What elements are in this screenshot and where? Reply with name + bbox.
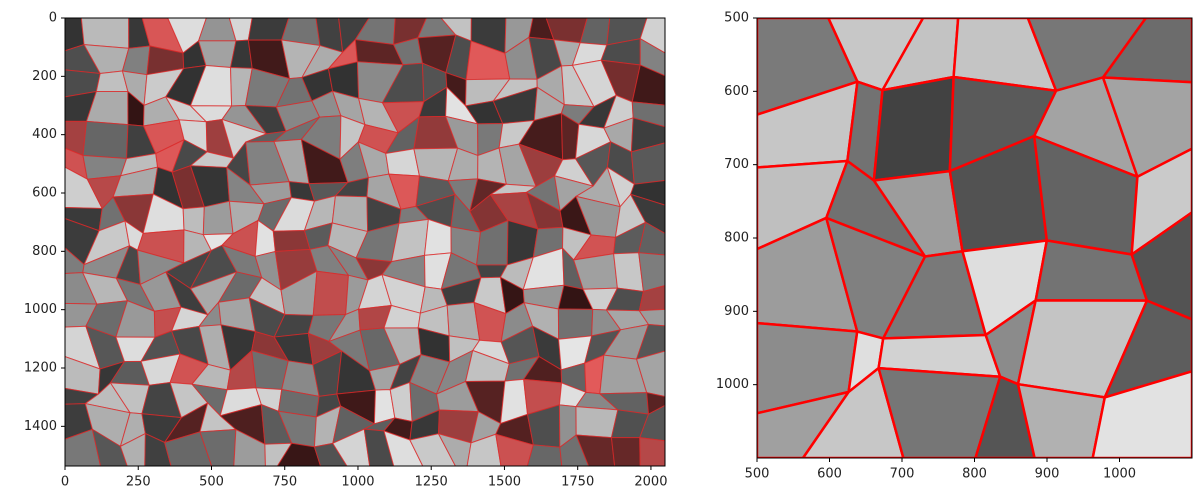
x-tick-label: 1000 bbox=[341, 475, 374, 490]
y-tick-label: 1400 bbox=[24, 419, 57, 434]
y-tick-label: 900 bbox=[724, 304, 749, 319]
grain bbox=[576, 407, 618, 438]
grain bbox=[611, 438, 640, 466]
x-tick-label: 1250 bbox=[415, 475, 448, 490]
grain bbox=[558, 309, 592, 339]
x-tick-label: 250 bbox=[126, 475, 151, 490]
grain bbox=[639, 253, 665, 292]
grain bbox=[313, 271, 348, 315]
y-tick-label: 800 bbox=[32, 244, 57, 259]
micrograph bbox=[65, 18, 665, 466]
x-tick-label: 500 bbox=[745, 467, 770, 482]
y-tick-label: 1000 bbox=[716, 377, 749, 392]
y-tick-label: 800 bbox=[724, 231, 749, 246]
grain bbox=[640, 438, 665, 466]
x-tick-label: 500 bbox=[199, 475, 224, 490]
x-tick-label: 700 bbox=[890, 467, 915, 482]
x-tick-label: 750 bbox=[272, 475, 297, 490]
grain bbox=[874, 77, 954, 180]
x-tick-label: 1500 bbox=[488, 475, 521, 490]
y-tick-label: 0 bbox=[49, 11, 57, 26]
y-tick-label: 700 bbox=[724, 157, 749, 172]
grain bbox=[1018, 384, 1105, 458]
grain bbox=[83, 121, 128, 158]
y-tick-label: 1200 bbox=[24, 361, 57, 376]
x-tick-label: 1000 bbox=[1103, 467, 1136, 482]
y-tick-label: 400 bbox=[32, 127, 57, 142]
y-tick-label: 600 bbox=[724, 84, 749, 99]
grain bbox=[203, 201, 233, 234]
x-tick-label: 1750 bbox=[561, 475, 594, 490]
x-tick-label: 900 bbox=[1035, 467, 1060, 482]
y-tick-label: 1000 bbox=[24, 302, 57, 317]
micrograph bbox=[757, 18, 1192, 458]
x-tick-label: 600 bbox=[817, 467, 842, 482]
y-tick-label: 600 bbox=[32, 186, 57, 201]
y-tick-label: 500 bbox=[724, 11, 749, 26]
figure: 0 250 500 750 1000 1250 1500 1750 2000 0 200 400 600… bbox=[0, 0, 1193, 498]
grain bbox=[81, 18, 128, 48]
x-tick-label: 2000 bbox=[634, 475, 667, 490]
grain bbox=[273, 231, 310, 252]
x-tick-label: 800 bbox=[962, 467, 987, 482]
x-tick-label: 0 bbox=[61, 475, 69, 490]
grain bbox=[527, 445, 561, 466]
y-tick-label: 200 bbox=[32, 69, 57, 84]
